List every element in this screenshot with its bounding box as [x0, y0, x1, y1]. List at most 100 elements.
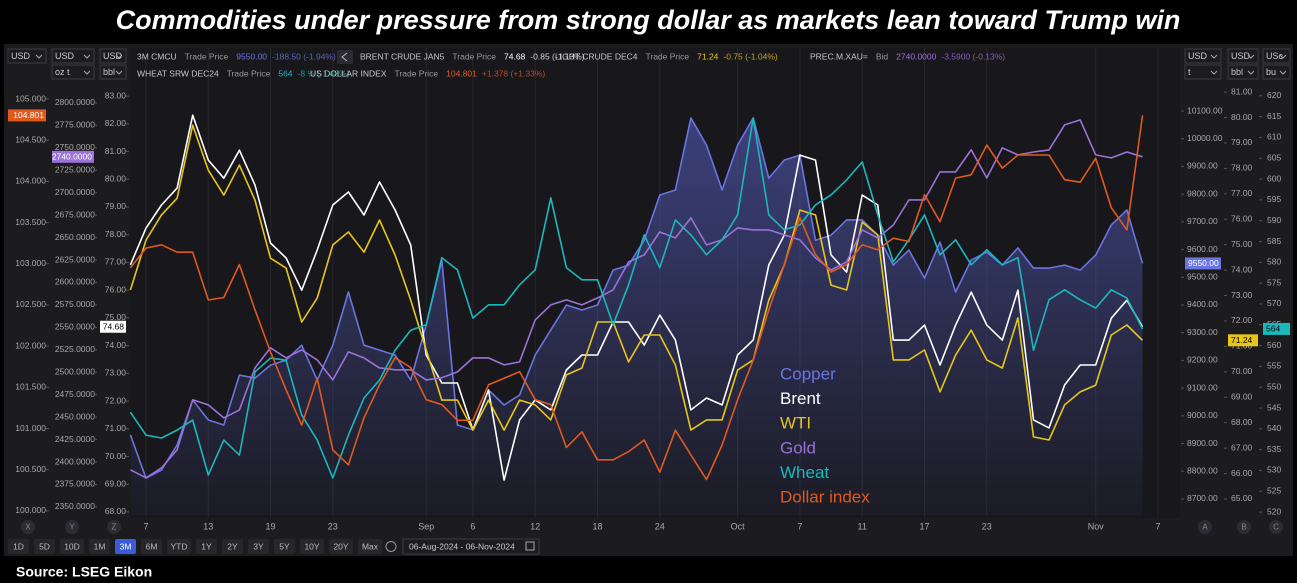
axis-currency: USD [103, 51, 123, 61]
axis-currency-box[interactable] [7, 48, 47, 64]
y-tick-label: 560 [1267, 340, 1281, 350]
scroll-button[interactable] [337, 50, 353, 64]
series-line [129, 117, 1144, 479]
axis-unit-box[interactable] [99, 64, 127, 80]
series-line [129, 117, 1144, 479]
y-tick-label: 580 [1267, 257, 1281, 267]
y-tick-label: 9900.00 [1187, 161, 1218, 171]
y-tick-label: 2675.0000 [55, 209, 95, 219]
range-button[interactable] [60, 539, 84, 554]
x-tick-label: 6 [470, 521, 475, 531]
y-tick-label: 2400.0000 [55, 456, 95, 466]
legend-entry: WTI [780, 414, 811, 433]
x-tick-label: Sep [418, 521, 434, 531]
dropdown-chevron [1279, 70, 1287, 75]
y-tick-label: 78.00 [1231, 163, 1253, 173]
axis-letter-bg [65, 520, 79, 534]
x-tick-label: 12 [530, 521, 540, 531]
axis-currency: USD [11, 51, 31, 61]
series-line [129, 115, 1144, 481]
range-button[interactable] [34, 539, 55, 554]
axis-unit-box[interactable] [51, 64, 95, 80]
y-tick-label: 77.00 [105, 257, 127, 267]
area [130, 118, 1143, 515]
last-value-badge [100, 320, 126, 333]
axis-currency-box[interactable] [51, 48, 95, 64]
y-tick-label: 76.00 [105, 284, 127, 294]
axis-currency: USD [55, 51, 75, 61]
axis-unit: t [1188, 67, 1191, 77]
series-line [129, 114, 1144, 481]
x-tick-label: 23 [328, 521, 338, 531]
range-button-label: 2Y [227, 541, 238, 551]
axis-unit-box[interactable] [1227, 64, 1259, 80]
axis-currency: USc [1266, 51, 1284, 61]
chevron-left [341, 52, 348, 62]
legend-entry: Dollar index [780, 487, 870, 506]
range-button-label: 1D [13, 541, 24, 551]
y-tick-label: 8900.00 [1187, 438, 1218, 448]
y-tick-label: 10000.00 [1187, 133, 1223, 143]
axis-unit-box[interactable] [1262, 64, 1291, 80]
dropdown-chevron [35, 54, 43, 59]
range-button[interactable] [358, 539, 382, 554]
y-tick-label: 72.00 [105, 395, 127, 405]
date-range-box[interactable] [402, 538, 540, 555]
range-button[interactable] [115, 539, 136, 554]
quote-symbol: US DOLLAR INDEX [310, 68, 387, 78]
range-button[interactable] [141, 539, 162, 554]
y-tick-label: 530 [1267, 465, 1281, 475]
y-tick-label: 9500.00 [1187, 272, 1218, 282]
range-button-label: 10Y [304, 541, 319, 551]
y-tick-label: 605 [1267, 153, 1281, 163]
quote-field: Trade Price [227, 68, 271, 78]
axis-currency-box[interactable] [99, 48, 127, 64]
calendar-toggle[interactable] [385, 541, 397, 552]
range-button[interactable] [167, 539, 191, 554]
quote-field: Bid [876, 51, 889, 61]
y-tick-label: 66.00 [1231, 468, 1253, 478]
axis-currency-box[interactable] [1262, 48, 1291, 64]
range-button[interactable] [274, 539, 295, 554]
range-button[interactable] [248, 539, 269, 554]
range-button[interactable] [196, 539, 217, 554]
range-button[interactable] [222, 539, 243, 554]
y-tick-label: 100.500 [15, 464, 46, 474]
range-button[interactable] [300, 539, 324, 554]
y-tick-label: 81.00 [1231, 86, 1253, 96]
axis-currency-box[interactable] [1227, 48, 1259, 64]
y-tick-label: 520 [1267, 506, 1281, 516]
y-tick-label: 74.00 [1231, 264, 1253, 274]
x-tick-label: Oct [731, 521, 746, 531]
legend-entry: Gold [780, 438, 816, 457]
axis-unit-box[interactable] [1184, 64, 1222, 80]
range-button-label: 6M [146, 541, 158, 551]
x-tick-label: 7 [143, 521, 148, 531]
quote-change: -0.85 (-1.13%) [530, 51, 584, 61]
y-tick-label: 595 [1267, 194, 1281, 204]
range-button[interactable] [89, 539, 110, 554]
y-tick-label: 103.000 [15, 258, 46, 268]
quote-price: 564 [278, 68, 292, 78]
axis-currency-box[interactable] [1184, 48, 1222, 64]
x-tick-label: 7 [1156, 521, 1161, 531]
y-tick-label: 9400.00 [1187, 299, 1218, 309]
quote-change: -0.75 (-1.04%) [723, 51, 777, 61]
y-tick-label: 102.500 [15, 299, 46, 309]
y-tick-label: 2425.0000 [55, 434, 95, 444]
dropdown-chevron [115, 54, 123, 59]
x-tick-label: 7 [797, 521, 802, 531]
y-tick-label: 570 [1267, 298, 1281, 308]
y-tick-label: 575 [1267, 277, 1281, 287]
dropdown-chevron [115, 70, 123, 75]
axis-unit: bbl [103, 67, 115, 77]
y-tick-label: 590 [1267, 215, 1281, 225]
quote-field: Trade Price [185, 51, 229, 61]
range-button-label: 3Y [253, 541, 264, 551]
range-button-label: Max [362, 541, 379, 551]
y-tick-label: 2525.0000 [55, 344, 95, 354]
range-button[interactable] [8, 539, 29, 554]
range-button[interactable] [329, 539, 353, 554]
quote-symbol: BRENT CRUDE JAN5 [360, 51, 445, 61]
